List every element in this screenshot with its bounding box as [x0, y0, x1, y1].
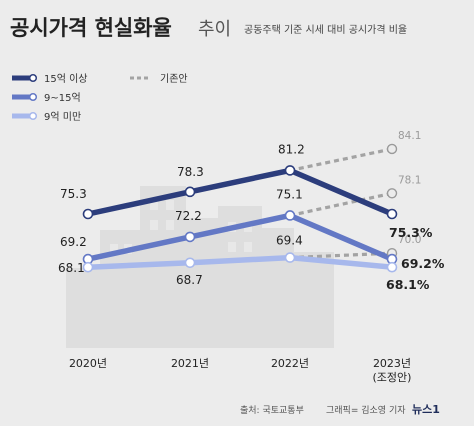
series-line-1 [87, 212, 394, 262]
baseline-value-label-2: 70.0 [398, 234, 421, 246]
series-1-value-label-0: 69.2 [60, 235, 87, 249]
footer-credit: 그래픽= 김소영 기자 [326, 404, 406, 416]
series-0-point-1 [184, 186, 196, 198]
x-tick-label-3: 2023년 (조정안) [373, 357, 412, 384]
series-line-0 [87, 167, 394, 217]
series-lines [87, 167, 394, 270]
series-0-value-label-1: 78.3 [177, 165, 204, 179]
baseline-marker-0 [386, 143, 398, 155]
baseline-value-label-1: 78.1 [398, 174, 421, 186]
series-0-value-label-3: 75.3% [389, 225, 433, 240]
baseline-lines [289, 147, 393, 260]
series-0-value-label-2: 81.2 [278, 142, 305, 156]
x-tick-label-2: 2022년 [271, 357, 309, 370]
legend-label-15-plus: 15억 이상 [44, 73, 88, 85]
x-tick-label-0: 2020년 [69, 357, 107, 370]
series-2-value-label-1: 68.7 [176, 273, 203, 287]
footer-brand: 뉴스1 [412, 403, 440, 416]
series-0-point-2 [284, 165, 296, 176]
legend-label-9-15: 9~15억 [44, 92, 81, 104]
x-tick-label-1: 2021년 [171, 357, 209, 370]
baseline-marker-1 [386, 188, 398, 199]
series-1-value-label-3: 69.2% [401, 256, 445, 271]
footer-source: 출처: 국토교통부 [240, 404, 304, 416]
baseline-line-1 [289, 191, 393, 218]
series-0-point-0 [82, 208, 94, 220]
footer: 출처: 국토교통부 그래픽= 김소영 기자 뉴스1 [240, 403, 440, 416]
series-1-point-1 [184, 231, 196, 243]
x-axis: 2020년 2021년 2022년 2023년 (조정안) [69, 357, 412, 384]
series-line-2 [87, 254, 393, 270]
chart-subtitle: 공동주택 기준 시세 대비 공시가격 비율 [244, 23, 407, 36]
chart-title-suffix: 추이 [198, 19, 231, 40]
series-2-point-3 [386, 261, 398, 273]
series-2-point-2 [284, 252, 296, 263]
series-0-value-label-0: 75.3 [60, 187, 87, 201]
series-2-value-label-3: 68.1% [386, 277, 430, 292]
series-2-point-1 [184, 257, 196, 269]
series-1-point-2 [284, 210, 296, 221]
baseline-value-label-0: 84.1 [398, 130, 421, 142]
series-2-value-label-2: 69.4 [276, 234, 303, 248]
legend: 15억 이상 9~15억 9억 미만 기존안 [12, 73, 188, 123]
series-2-point-0 [82, 261, 94, 273]
legend-label-under-9: 9억 미만 [44, 111, 81, 123]
series-0-point-3 [386, 208, 398, 220]
series-2-value-label-0: 68.1 [58, 261, 85, 275]
baseline-line-0 [289, 147, 393, 172]
chart-title: 공시가격 현실화율 [10, 16, 172, 40]
value-labels: 84.1 78.1 70.0 75.3 78.3 81.2 75.3% 69.2 72.2 75.… [58, 130, 445, 292]
markers [82, 143, 398, 273]
series-1-value-label-2: 75.1 [276, 187, 303, 201]
series-1-value-label-1: 72.2 [175, 209, 202, 223]
legend-label-baseline: 기존안 [160, 73, 188, 85]
